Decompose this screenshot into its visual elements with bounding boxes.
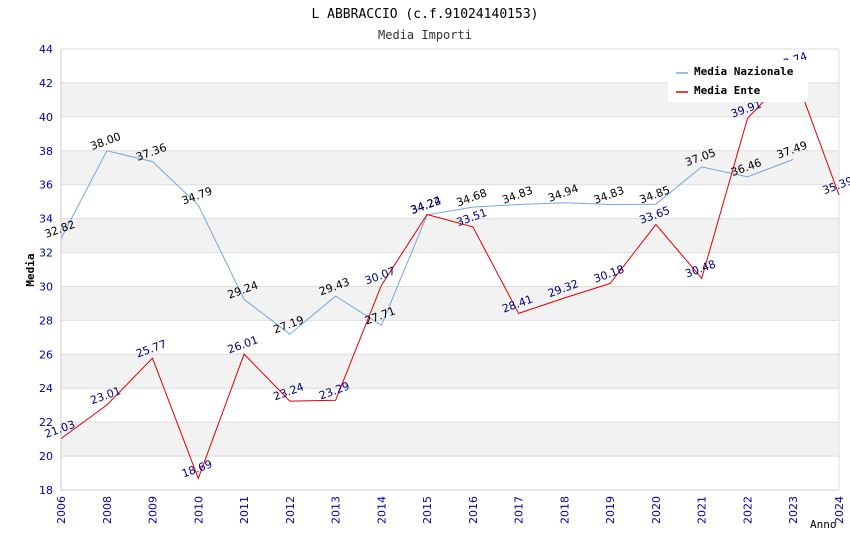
plot-band [61,286,839,321]
plot-band [61,184,839,219]
plot-band [61,456,839,490]
y-tick-label: 20 [39,450,53,463]
legend-box [668,60,808,102]
legend-label-media-ente: Media Ente [694,84,761,97]
x-tick-label: 2014 [375,496,388,524]
y-tick-label: 24 [39,382,53,395]
plot-band [61,150,839,185]
y-tick-label: 18 [39,484,53,497]
plot-band [61,422,839,457]
legend-label-media-nazionale: Media Nazionale [694,65,794,78]
x-tick-label: 2012 [284,496,297,524]
x-tick-label: 2017 [513,496,526,524]
y-tick-label: 44 [39,43,53,56]
plot-band [61,252,839,287]
y-axis-label: Media [24,253,37,286]
plot-band [61,354,839,389]
x-tick-label: 2019 [604,496,617,524]
x-tick-label: 2018 [558,496,571,524]
x-tick-label: 2011 [238,496,251,524]
x-tick-label: 2006 [55,496,68,524]
x-tick-label: 2022 [741,496,754,524]
plot-band [61,388,839,423]
y-tick-labels: 18 20 22 24 26 28 30 32 34 36 38 40 42 44 [39,43,53,497]
x-tick-label: 2010 [192,496,205,524]
x-tick-label: 2013 [330,496,343,524]
series-lines [60,69,840,480]
x-tick-label: 2020 [650,496,663,524]
x-tick-label: 2015 [421,496,434,524]
series-line-media-ente [60,69,840,480]
y-tick-label: 34 [39,213,53,226]
plot-band [61,116,839,151]
y-tick-label: 32 [39,247,53,260]
axes [60,49,840,491]
y-tick-label: 40 [39,111,53,124]
x-tick-label: 2009 [147,496,160,524]
y-tick-label: 26 [39,348,53,361]
y-tick-label: 28 [39,314,53,327]
x-tick-label: 2023 [787,496,800,524]
y-tick-label: 38 [39,145,53,158]
x-tick-labels: 2006 2008 2009 2010 2011 2012 2013 2014 2015 2016… [55,496,846,524]
plot-band [61,320,839,355]
x-tick-label: 2021 [696,496,709,524]
y-tick-label: 36 [39,179,53,192]
y-tick-label: 30 [39,280,53,293]
chart-title: L ABBRACCIO (c.f.91024140153) [312,7,539,22]
x-axis-label: Anno [810,518,837,531]
chart-subtitle: Media Importi [378,28,472,42]
x-tick-label: 2016 [467,496,480,524]
x-tick-label: 2024 [833,496,846,524]
x-tick-label: 2008 [101,496,114,524]
y-tick-label: 22 [39,416,53,429]
y-tick-label: 42 [39,77,53,90]
plot-band [61,218,839,253]
legend: Media Nazionale Media Ente [668,60,808,102]
